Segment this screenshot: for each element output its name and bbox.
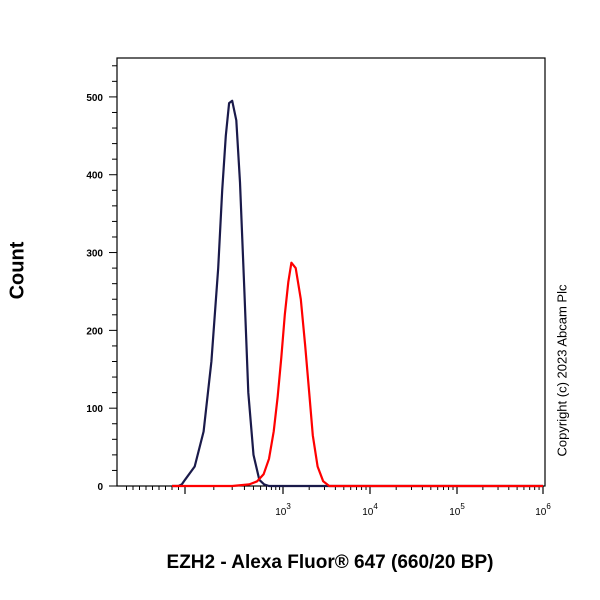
copyright-container: Copyright (c) 2023 Abcam Plc	[550, 250, 574, 490]
series-line-1	[172, 99, 543, 488]
x-axis: 103 104 105 106	[126, 486, 551, 518]
y-tick-label: 300	[86, 249, 103, 260]
y-tick-label: 400	[86, 171, 103, 182]
x-tick-label: 103	[275, 502, 291, 518]
x-tick-label: 106	[535, 502, 551, 518]
copyright-text: Copyright (c) 2023 Abcam Plc	[554, 284, 570, 456]
y-axis: 0 100 200 300 400 500	[86, 65, 117, 493]
series-layer	[172, 99, 543, 488]
y-tick-label: 0	[97, 482, 103, 493]
plot-frame	[116, 57, 546, 487]
x-axis-label: EZH2 - Alexa Fluor® 647 (660/20 BP)	[166, 552, 494, 573]
x-tick-label: 105	[449, 502, 465, 518]
y-tick-label: 200	[86, 326, 103, 337]
y-tick-label: 100	[86, 404, 103, 415]
x-tick-label: 104	[362, 502, 378, 518]
y-axis-label-container: Count	[0, 230, 36, 310]
y-tick-label: 500	[86, 93, 103, 104]
series-line-2	[172, 261, 543, 488]
y-axis-label: Count	[6, 241, 29, 299]
